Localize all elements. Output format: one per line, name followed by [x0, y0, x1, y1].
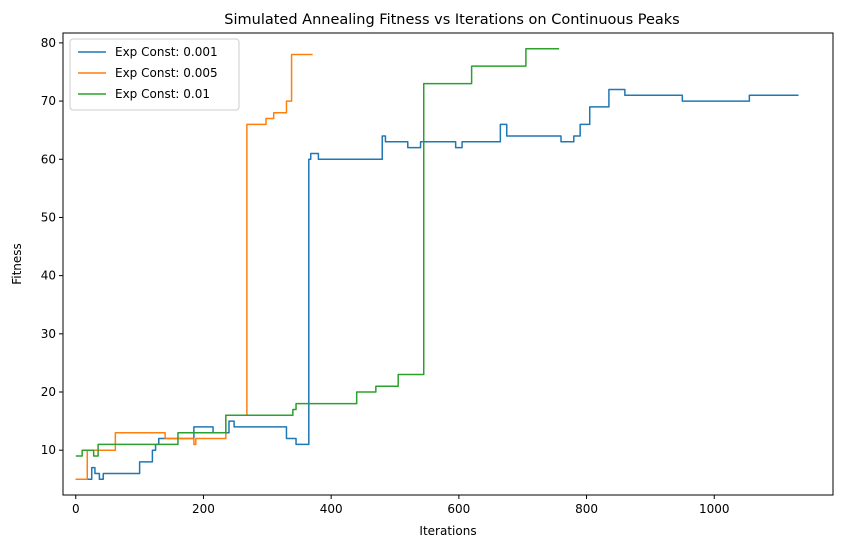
legend-box — [69, 38, 240, 111]
y-axis: 10 20 30 40 50 60 70 80 — [41, 36, 63, 457]
y-tick-label: 10 — [41, 443, 56, 457]
x-tick-label: 200 — [192, 502, 215, 516]
x-tick-label: 800 — [575, 502, 598, 516]
series-line-0 — [75, 88, 799, 481]
plot-lines — [75, 47, 799, 481]
x-axis-label: Iterations — [419, 524, 476, 538]
y-axis-label: Fitness — [10, 243, 24, 285]
x-axis: 0 200 400 600 800 1000 — [72, 495, 730, 516]
legend-label-2: Exp Const: 0.01 — [115, 87, 210, 101]
x-tick-label: 400 — [320, 502, 343, 516]
y-tick-label: 80 — [41, 36, 56, 50]
x-tick-label: 600 — [447, 502, 470, 516]
y-tick-label: 40 — [41, 269, 56, 283]
series-line-2 — [75, 47, 560, 457]
legend-label-1: Exp Const: 0.005 — [115, 66, 218, 80]
y-tick-label: 50 — [41, 210, 56, 224]
y-tick-label: 30 — [41, 327, 56, 341]
x-tick-label: 1000 — [699, 502, 730, 516]
y-tick-label: 60 — [41, 152, 56, 166]
y-tick-label: 20 — [41, 385, 56, 399]
legend-label-0: Exp Const: 0.001 — [115, 45, 218, 59]
x-tick-label: 0 — [72, 502, 80, 516]
plot-frame — [62, 32, 834, 496]
y-tick-label: 70 — [41, 94, 56, 108]
legend: Exp Const: 0.001 Exp Const: 0.005 Exp Cons… — [69, 38, 240, 111]
chart-title: Simulated Annealing Fitness vs Iteration… — [224, 12, 679, 28]
